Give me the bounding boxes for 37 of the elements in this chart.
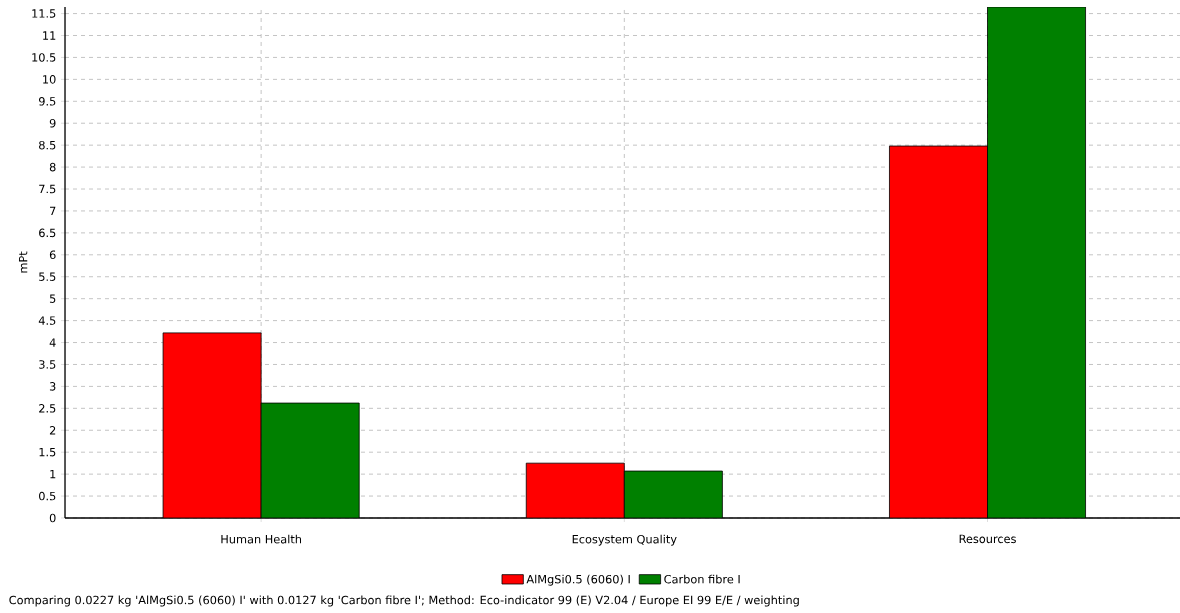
y-tick-label: 6	[49, 250, 56, 260]
x-tick-label: Ecosystem Quality	[572, 534, 677, 546]
y-tick-label: 0.5	[39, 491, 56, 501]
y-tick-label: 10	[43, 75, 56, 84]
y-tick-label: 11	[43, 31, 56, 40]
legend-label: Carbon fibre I	[664, 574, 740, 584]
x-tick-label: Resources	[959, 534, 1016, 544]
y-tick-label: 8	[49, 162, 56, 172]
bar	[623, 470, 723, 518]
y-axis-title: mPt	[18, 251, 28, 273]
y-tick-label: 9.5	[38, 97, 56, 106]
y-tick-label: 0	[49, 513, 56, 523]
x-tick-label: Human Health	[221, 534, 301, 544]
y-tick-label: 3	[49, 382, 56, 391]
y-tick-label: 2.5	[39, 404, 56, 413]
y-tick-label: 4	[49, 338, 56, 347]
y-tick-label: 8.5	[39, 140, 56, 150]
bar	[162, 332, 262, 518]
legend-label: AlMgSi0.5 (6060) I	[526, 574, 630, 586]
y-tick-label: 1.5	[39, 447, 56, 457]
y-tick-label: 9	[49, 118, 56, 128]
y-tick-label: 3.5	[39, 360, 56, 369]
y-tick-label: 10.5	[32, 53, 56, 62]
y-tick-label: 7	[50, 206, 56, 216]
bar	[987, 6, 1086, 518]
y-tick-label: 2	[49, 426, 56, 435]
y-tick-label: 5	[49, 294, 56, 303]
y-tick-label: 6.5	[39, 228, 56, 238]
bar	[525, 462, 625, 518]
y-tick-label: 11.5	[32, 9, 56, 18]
bar	[260, 402, 360, 518]
y-tick-label: 5.5	[39, 272, 56, 281]
y-tick-label: 1	[50, 470, 56, 479]
y-tick-label: 7.5	[39, 184, 56, 194]
y-tick-label: 4.5	[38, 316, 56, 325]
text: Comparing 0.0227 kg 'AlMgSi0.5 (6060) I' with 0.0127 kg 'Carbon fibre I'; Method: Eco-indicator 99 (E) V2.04 / Europe EI 99 E/E / weighting	[9, 595, 799, 607]
bar	[889, 145, 988, 518]
